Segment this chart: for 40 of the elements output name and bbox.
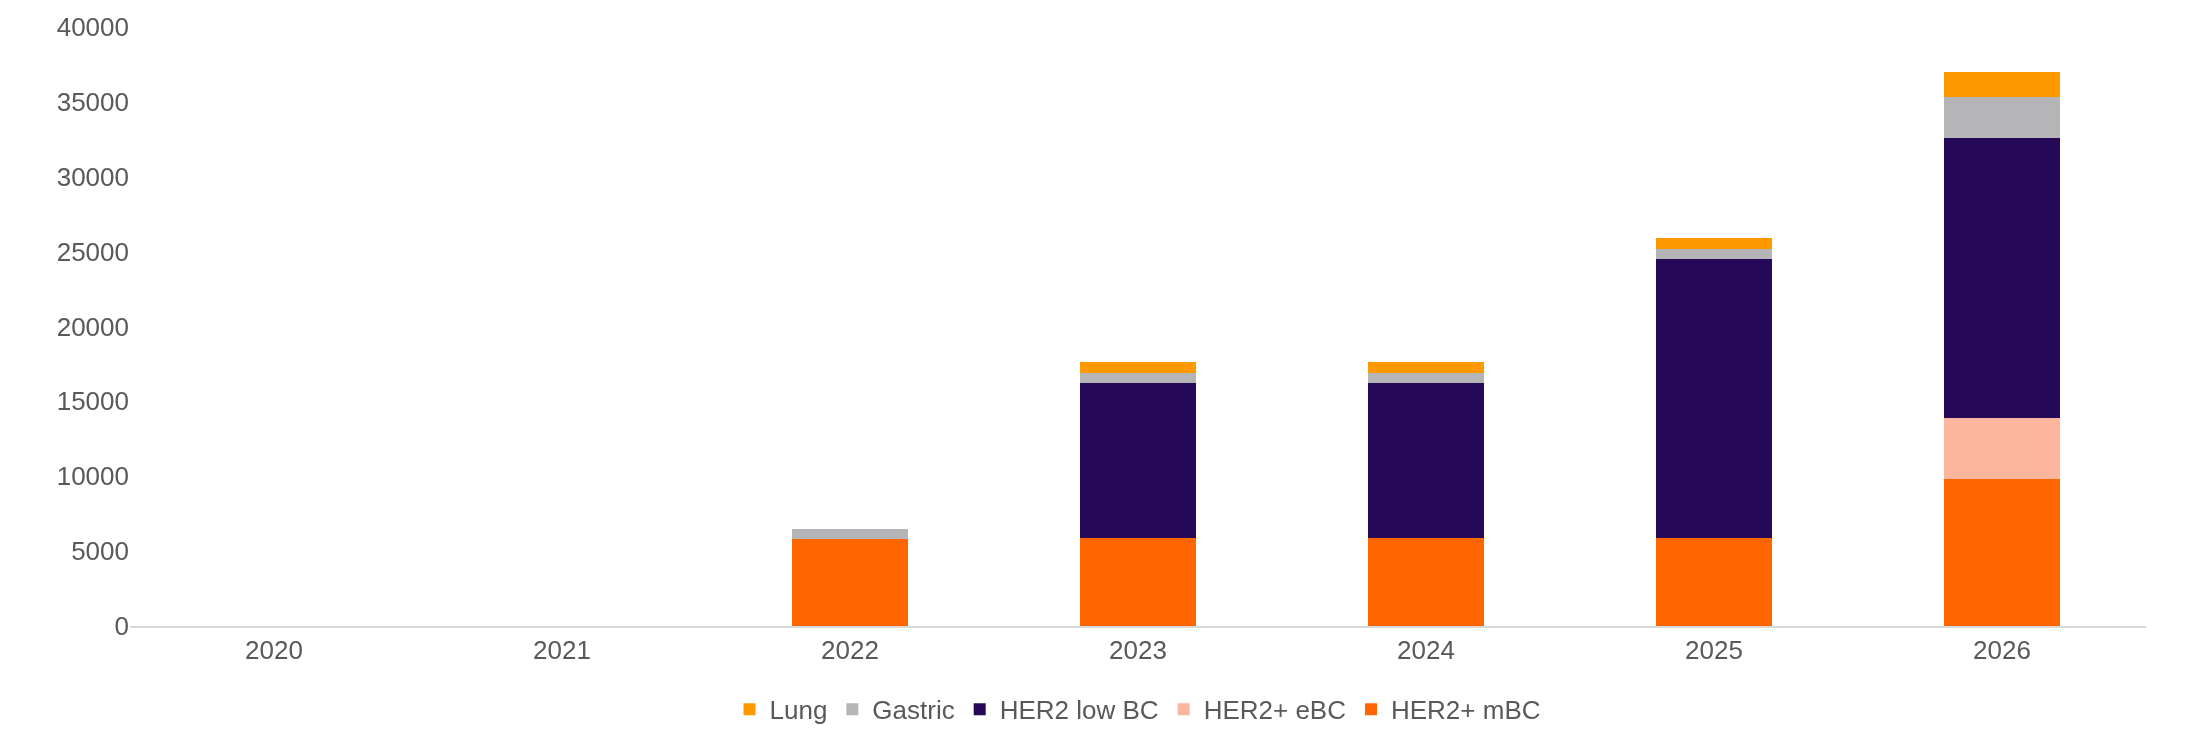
y-tick-label: 10000 bbox=[56, 461, 129, 492]
bar bbox=[1944, 479, 2060, 626]
bar bbox=[1368, 383, 1484, 538]
bar bbox=[792, 539, 908, 626]
y-tick-label: 25000 bbox=[56, 236, 129, 267]
x-tick-label: 2025 bbox=[1685, 635, 1743, 666]
x-tick-label: 2020 bbox=[245, 635, 303, 666]
bar bbox=[1368, 372, 1484, 384]
y-tick-label: 0 bbox=[114, 611, 129, 642]
bar bbox=[1944, 137, 2060, 418]
y-tick-label: 5000 bbox=[71, 536, 129, 567]
x-tick-label: 2022 bbox=[821, 635, 879, 666]
y-tick-label: 30000 bbox=[56, 161, 129, 192]
legend-label: HER2+ mBC bbox=[1390, 695, 1541, 726]
bar bbox=[1368, 362, 1484, 373]
legend-label: Gastric bbox=[872, 695, 955, 726]
bar bbox=[1944, 417, 2060, 480]
bar bbox=[1944, 71, 2060, 98]
bar bbox=[1080, 537, 1196, 626]
bar bbox=[1080, 362, 1196, 373]
y-tick-label: 40000 bbox=[56, 12, 129, 43]
bar bbox=[1368, 537, 1484, 626]
bar bbox=[1080, 383, 1196, 538]
bar bbox=[1080, 372, 1196, 384]
legend-label: HER2 low BC bbox=[999, 695, 1159, 726]
y-tick-label: 15000 bbox=[56, 386, 129, 417]
y-tick-label: 35000 bbox=[56, 86, 129, 117]
bar bbox=[1944, 97, 2060, 138]
x-tick-label: 2023 bbox=[1109, 635, 1167, 666]
legend-label: HER2+ eBC bbox=[1203, 695, 1346, 726]
bar bbox=[1656, 537, 1772, 626]
bar bbox=[1656, 238, 1772, 249]
bar bbox=[1656, 259, 1772, 538]
bar bbox=[1656, 248, 1772, 260]
y-tick-label: 20000 bbox=[56, 311, 129, 342]
legend-label: Lung bbox=[769, 695, 828, 726]
bar bbox=[792, 528, 908, 540]
x-tick-label: 2024 bbox=[1397, 635, 1455, 666]
x-tick-label: 2026 bbox=[1973, 635, 2031, 666]
x-tick-label: 2021 bbox=[533, 635, 591, 666]
